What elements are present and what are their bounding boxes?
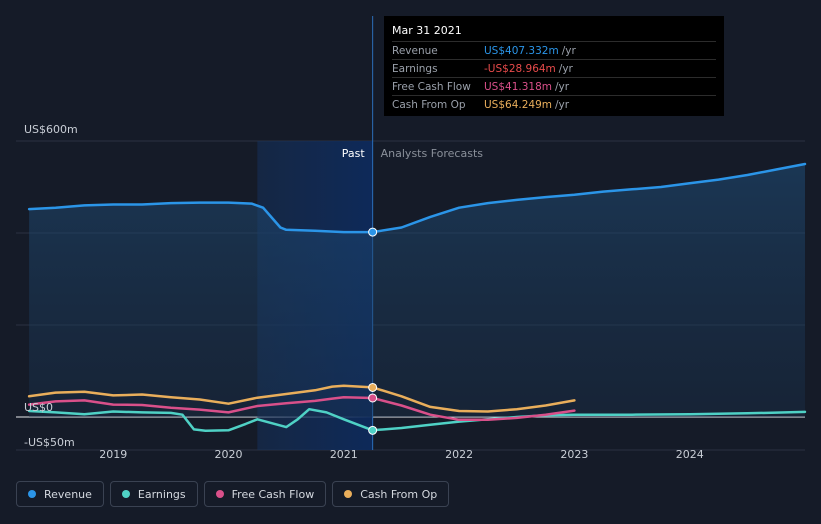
legend-free-cash-flow[interactable]: Free Cash Flow bbox=[203, 481, 327, 507]
tooltip-value: US$64.249m bbox=[484, 98, 552, 111]
chart-legend: Revenue Earnings Free Cash Flow Cash From O… bbox=[16, 481, 450, 507]
tooltip-unit: /yr bbox=[555, 80, 570, 93]
y-label-bottom: -US$50m bbox=[24, 436, 75, 449]
legend-dot-icon bbox=[121, 490, 130, 498]
earnings-marker bbox=[368, 425, 378, 435]
cash-from-op-marker bbox=[368, 382, 378, 392]
legend-dot-icon bbox=[344, 490, 353, 498]
legend-dot-icon bbox=[28, 490, 36, 498]
tooltip-value: US$407.332m bbox=[484, 44, 559, 57]
x-tick-2019: 2019 bbox=[99, 448, 127, 461]
tooltip-row-earnings: Earnings -US$28.964m/yr bbox=[392, 59, 716, 77]
x-tick-2021: 2021 bbox=[330, 448, 358, 461]
forecast-label: Analysts Forecasts bbox=[381, 147, 484, 160]
cash-from-op-line bbox=[27, 384, 576, 413]
legend-label: Revenue bbox=[44, 487, 92, 501]
tooltip-label: Free Cash Flow bbox=[392, 80, 471, 93]
tooltip-label: Earnings bbox=[392, 62, 438, 75]
legend-label: Free Cash Flow bbox=[231, 487, 315, 501]
legend-earnings[interactable]: Earnings bbox=[109, 481, 198, 507]
y-label-zero: US$0 bbox=[24, 401, 53, 414]
tooltip-date: Mar 31 2021 bbox=[392, 24, 462, 37]
tooltip-value: US$41.318m bbox=[484, 80, 552, 93]
legend-dot-icon bbox=[215, 490, 224, 498]
tooltip-label: Cash From Op bbox=[392, 98, 466, 111]
x-tick-2022: 2022 bbox=[445, 448, 473, 461]
legend-label: Earnings bbox=[137, 487, 186, 501]
tooltip-unit: /yr bbox=[558, 62, 573, 75]
revenue-area bbox=[29, 164, 805, 417]
hover-tooltip: Mar 31 2021 Revenue US$407.332m/yr Earning… bbox=[384, 16, 724, 116]
x-tick-2024: 2024 bbox=[676, 448, 704, 461]
past-label: Past bbox=[342, 147, 366, 160]
x-tick-2023: 2023 bbox=[560, 448, 588, 461]
y-label-top: US$600m bbox=[24, 123, 78, 136]
tooltip-value: -US$28.964m bbox=[484, 62, 556, 75]
revenue-marker bbox=[368, 227, 378, 237]
tooltip-row-cash-from-op: Cash From Op US$64.249m/yr bbox=[392, 95, 716, 113]
legend-label: Cash From Op bbox=[360, 487, 438, 501]
tooltip-unit: /yr bbox=[555, 98, 570, 111]
free-cash-flow-line bbox=[27, 395, 576, 422]
tooltip-row-free-cash-flow: Free Cash Flow US$41.318m/yr bbox=[392, 77, 716, 95]
x-tick-2020: 2020 bbox=[215, 448, 243, 461]
free-cash-flow-marker bbox=[368, 393, 378, 403]
tooltip-unit: /yr bbox=[561, 44, 576, 57]
tooltip-label: Revenue bbox=[392, 44, 438, 57]
tooltip-row-revenue: Revenue US$407.332m/yr bbox=[392, 41, 716, 59]
legend-revenue[interactable]: Revenue bbox=[16, 481, 104, 507]
legend-cash-from-op[interactable]: Cash From Op bbox=[332, 481, 450, 507]
revenue-line bbox=[27, 162, 807, 234]
